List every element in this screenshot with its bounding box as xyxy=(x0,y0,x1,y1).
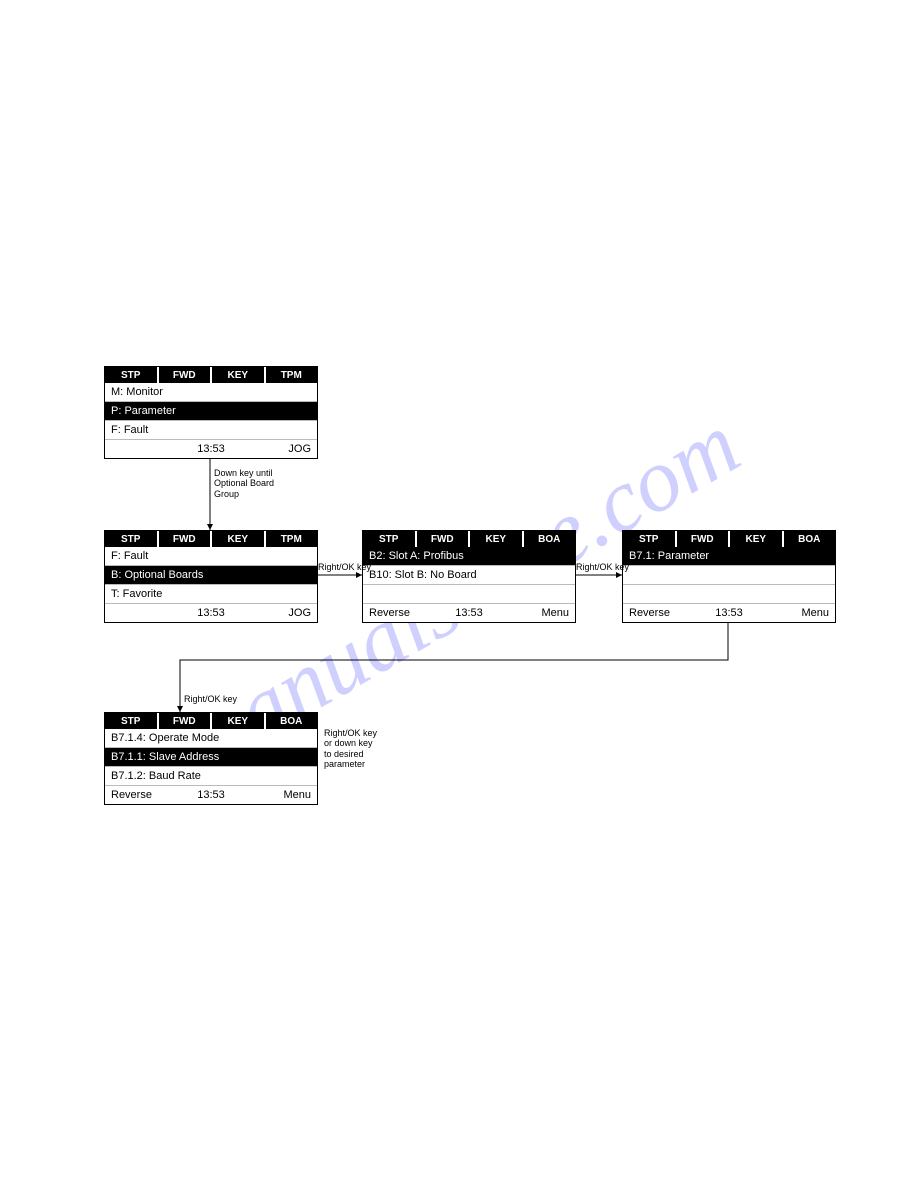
footer-jog: JOG xyxy=(244,607,311,619)
tab-fwd: FWD xyxy=(415,531,469,547)
row-baud-rate: B7.1.2: Baud Rate xyxy=(105,766,317,785)
caption-right-ok-2: Right/OK key xyxy=(576,562,629,572)
footer-time: 13:53 xyxy=(696,607,763,619)
caption-right-ok-3: Right/OK key xyxy=(184,694,237,704)
tab-key: KEY xyxy=(210,713,264,729)
row-blank xyxy=(363,584,575,603)
footer: Reverse 13:53 Menu xyxy=(105,785,317,804)
footer-time: 13:53 xyxy=(178,789,245,801)
tab-tpm: TPM xyxy=(264,367,318,383)
footer-menu: Menu xyxy=(762,607,829,619)
row-favorite: T: Favorite xyxy=(105,584,317,603)
tab-boa: BOA xyxy=(522,531,576,547)
row-operate-mode: B7.1.4: Operate Mode xyxy=(105,729,317,747)
footer: 13:53 JOG xyxy=(105,439,317,458)
footer-jog: JOG xyxy=(244,443,311,455)
tabs: STP FWD KEY BOA xyxy=(105,713,317,729)
tab-key: KEY xyxy=(728,531,782,547)
tabs: STP FWD KEY BOA xyxy=(623,531,835,547)
footer-menu: Menu xyxy=(244,789,311,801)
tabs: STP FWD KEY TPM xyxy=(105,531,317,547)
panel-b7-parameter: STP FWD KEY BOA B7.1: Parameter Reverse … xyxy=(622,530,836,623)
footer-reverse: Reverse xyxy=(629,607,696,619)
panel-optional-boards: STP FWD KEY TPM F: Fault B: Optional Boa… xyxy=(104,530,318,623)
footer-time: 13:53 xyxy=(178,443,245,455)
footer-reverse: Reverse xyxy=(111,789,178,801)
row-optional-boards: B: Optional Boards xyxy=(105,565,317,584)
caption-right-ok-down: Right/OK keyor down keyto desiredparamet… xyxy=(324,728,377,769)
panel-monitor: STP FWD KEY TPM M: Monitor P: Parameter … xyxy=(104,366,318,459)
tabs: STP FWD KEY TPM xyxy=(105,367,317,383)
tabs: STP FWD KEY BOA xyxy=(363,531,575,547)
footer: Reverse 13:53 Menu xyxy=(623,603,835,622)
tab-tpm: TPM xyxy=(264,531,318,547)
tab-fwd: FWD xyxy=(157,531,211,547)
row-slave-address: B7.1.1: Slave Address xyxy=(105,747,317,766)
row-monitor: M: Monitor xyxy=(105,383,317,401)
footer-time: 13:53 xyxy=(178,607,245,619)
footer-reverse: Reverse xyxy=(369,607,436,619)
tab-boa: BOA xyxy=(264,713,318,729)
panel-slave-address: STP FWD KEY BOA B7.1.4: Operate Mode B7.… xyxy=(104,712,318,805)
footer: 13:53 JOG xyxy=(105,603,317,622)
row-parameter: P: Parameter xyxy=(105,401,317,420)
row-blank xyxy=(623,584,835,603)
tab-boa: BOA xyxy=(782,531,836,547)
tab-key: KEY xyxy=(210,531,264,547)
caption-down-key: Down key untilOptional BoardGroup xyxy=(214,468,274,499)
tab-fwd: FWD xyxy=(675,531,729,547)
tab-key: KEY xyxy=(468,531,522,547)
row-blank xyxy=(623,565,835,584)
tab-key: KEY xyxy=(210,367,264,383)
tab-stp: STP xyxy=(105,713,157,729)
row-b7-1: B7.1: Parameter xyxy=(623,547,835,565)
row-slot-b: B10: Slot B: No Board xyxy=(363,565,575,584)
row-fault: F: Fault xyxy=(105,547,317,565)
row-fault: F: Fault xyxy=(105,420,317,439)
panel-slot: STP FWD KEY BOA B2: Slot A: Profibus B10… xyxy=(362,530,576,623)
page: manualshive.com STP FWD KEY TPM M: Monit… xyxy=(0,0,918,1188)
tab-fwd: FWD xyxy=(157,713,211,729)
tab-stp: STP xyxy=(105,367,157,383)
arrow-4 xyxy=(180,618,728,712)
tab-stp: STP xyxy=(105,531,157,547)
tab-stp: STP xyxy=(623,531,675,547)
tab-fwd: FWD xyxy=(157,367,211,383)
row-slot-a: B2: Slot A: Profibus xyxy=(363,547,575,565)
tab-stp: STP xyxy=(363,531,415,547)
footer-time: 13:53 xyxy=(436,607,503,619)
footer: Reverse 13:53 Menu xyxy=(363,603,575,622)
footer-menu: Menu xyxy=(502,607,569,619)
caption-right-ok-1: Right/OK key xyxy=(318,562,371,572)
